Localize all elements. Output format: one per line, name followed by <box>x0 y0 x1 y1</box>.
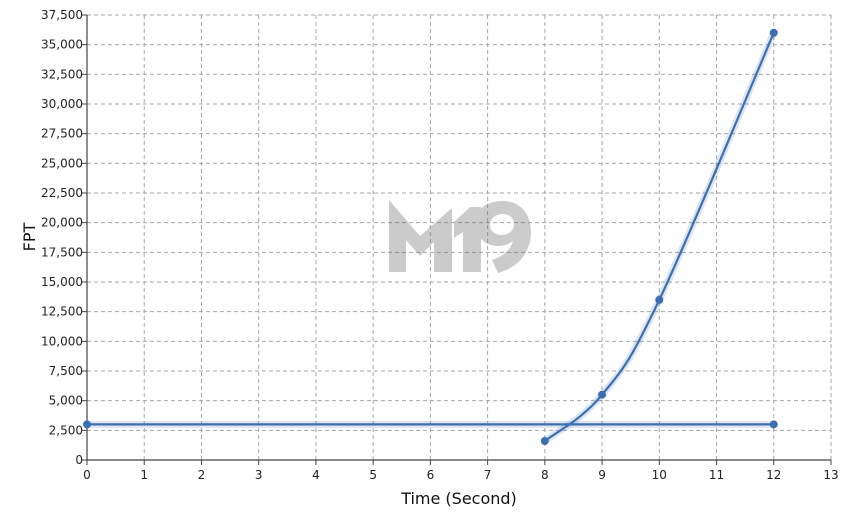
x-tick-label: 1 <box>140 468 148 482</box>
series-0-line <box>543 31 775 443</box>
x-tick-label: 11 <box>709 468 724 482</box>
y-tick-label: 22,500 <box>41 186 83 200</box>
watermark-nine-shape <box>475 201 531 273</box>
x-tick-label: 0 <box>83 468 91 482</box>
y-tick-label: 27,500 <box>41 127 83 141</box>
x-tick-label: 4 <box>312 468 320 482</box>
grid-layer <box>87 14 832 460</box>
x-tick-label: 6 <box>427 468 435 482</box>
series-0-point <box>769 28 778 37</box>
x-tick-label: 10 <box>652 468 667 482</box>
x-tick-label: 2 <box>198 468 206 482</box>
y-tick-label: 20,000 <box>41 216 83 230</box>
x-tick-label: 13 <box>823 468 838 482</box>
x-tick-label: 3 <box>255 468 263 482</box>
y-tick-label: 17,500 <box>41 245 83 259</box>
y-tick-label: 10,000 <box>41 334 83 348</box>
watermark-logo <box>389 200 531 273</box>
y-tick-label: 37,500 <box>41 8 83 22</box>
y-tick-label: 32,500 <box>41 67 83 81</box>
series-1-point <box>83 420 91 429</box>
x-tick-label: 8 <box>541 468 549 482</box>
x-tick-label: 12 <box>766 468 781 482</box>
y-tick-label: 12,500 <box>41 305 83 319</box>
y-tick-label: 0 <box>75 453 83 467</box>
x-tick-label: 7 <box>484 468 492 482</box>
y-tick-label: 5,000 <box>49 394 83 408</box>
y-tick-label: 2,500 <box>49 423 83 437</box>
y-tick-label: 30,000 <box>41 97 83 111</box>
x-tick-label: 5 <box>369 468 377 482</box>
x-axis-title: Time (Second) <box>400 489 517 508</box>
series-1-point <box>769 420 778 429</box>
axes-layer <box>82 14 832 465</box>
watermark-one-shape <box>454 207 481 272</box>
y-tick-label: 25,000 <box>41 156 83 170</box>
y-axis-title: FPT <box>20 222 39 251</box>
watermark-m-shape <box>389 200 452 272</box>
tick-label-layer: 0 1 2 3 4 5 6 7 8 9 10 11 12 1302,5005,0007,50010,000… <box>41 8 839 482</box>
y-tick-label: 35,000 <box>41 38 83 52</box>
y-tick-label: 7,500 <box>49 364 83 378</box>
y-tick-label: 15,000 <box>41 275 83 289</box>
series-layer <box>83 28 778 446</box>
series-0-point <box>655 295 664 304</box>
series-0-point <box>598 390 607 399</box>
series-0-point <box>540 437 549 446</box>
x-tick-label: 9 <box>598 468 606 482</box>
